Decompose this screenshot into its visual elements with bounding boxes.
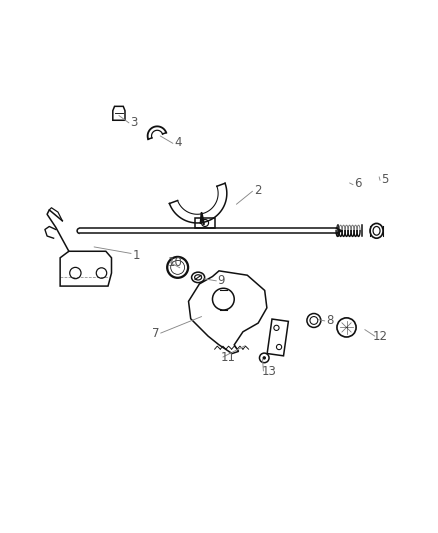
Text: 10: 10 [168, 256, 183, 269]
Text: 7: 7 [152, 327, 159, 341]
Text: 13: 13 [261, 365, 276, 378]
Text: 12: 12 [373, 329, 388, 343]
Text: 4: 4 [174, 136, 181, 149]
Text: 5: 5 [381, 173, 389, 186]
Circle shape [262, 356, 266, 360]
Text: 11: 11 [220, 351, 235, 365]
Text: 6: 6 [354, 177, 362, 190]
Text: 9: 9 [217, 274, 225, 287]
Text: 1: 1 [133, 249, 140, 262]
Text: 2: 2 [254, 184, 262, 197]
Text: 3: 3 [131, 116, 138, 128]
Text: 8: 8 [326, 313, 334, 327]
